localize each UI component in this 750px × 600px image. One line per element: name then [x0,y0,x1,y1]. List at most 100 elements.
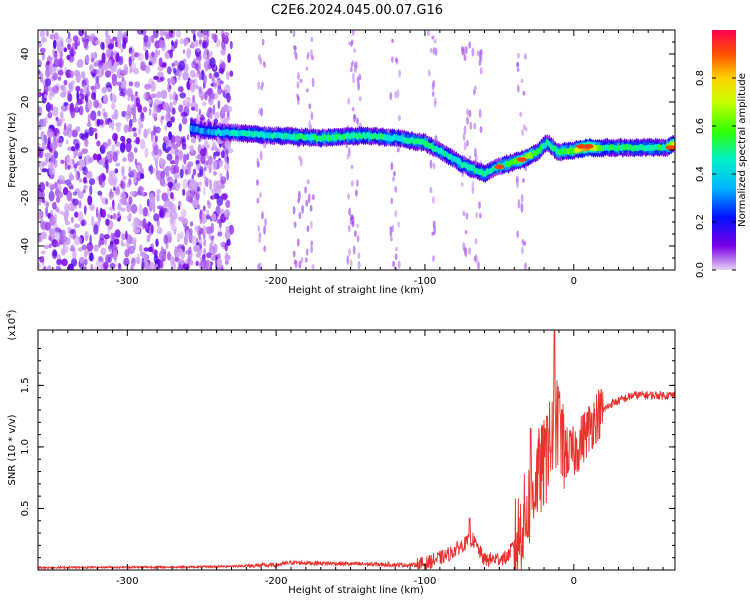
noise-speck [118,263,121,269]
noise-speck [349,259,353,269]
noise-speck [212,93,216,100]
noise-speck [101,52,106,63]
noise-speck [208,106,212,114]
noise-speck [201,213,208,224]
noise-speck [219,63,224,70]
noise-speck [134,158,138,165]
noise-speck [135,136,140,145]
noise-speck [58,210,64,215]
noise-speck [351,30,355,36]
noise-speck [175,39,179,45]
noise-speck [38,234,42,243]
noise-speck [150,81,156,92]
noise-speck [186,48,192,59]
noise-speck [196,30,204,38]
noise-speck [479,67,483,75]
noise-speck [144,223,149,232]
noise-speck [479,126,483,134]
noise-speck [304,257,308,263]
noise-speck [164,136,170,142]
noise-speck [206,30,210,38]
noise-speck [163,31,170,36]
noise-speck [208,72,213,79]
noise-speck [292,250,296,258]
noise-speck [197,204,201,210]
noise-speck [95,207,99,218]
noise-speck [90,264,94,270]
noise-speck [469,121,473,130]
noise-speck [389,229,393,237]
noise-speck [356,117,359,125]
noise-speck [181,116,188,125]
noise-speck [300,256,304,264]
noise-speck [186,134,190,141]
noise-speck [73,235,81,246]
noise-speck [198,225,201,232]
noise-speck [128,56,132,67]
noise-speck [116,263,119,268]
noise-speck [72,159,75,165]
noise-speck [478,50,482,60]
noise-speck [185,101,191,108]
noise-speck [217,100,221,109]
noise-speck [43,244,50,249]
noise-speck [211,33,215,39]
noise-speck [67,93,73,102]
noise-speck [296,238,300,247]
noise-speck [163,234,168,245]
noise-speck [121,200,128,206]
noise-speck [156,91,162,99]
noise-speck [181,138,185,144]
noise-speck [263,143,267,149]
noise-speck [429,47,433,54]
noise-speck [69,174,75,181]
noise-speck [110,65,115,74]
noise-speck [48,110,51,118]
noise-speck [304,186,307,194]
noise-speck [164,200,169,206]
noise-speck [45,102,52,112]
noise-speck [224,259,229,265]
noise-speck [81,148,88,155]
noise-speck [136,253,140,262]
x-tick-label: 0 [571,276,577,287]
noise-speck [56,132,60,142]
noise-speck [156,188,162,194]
noise-speck [45,181,49,187]
noise-speck [203,239,207,247]
noise-speck [53,150,59,159]
noise-speck [148,108,152,116]
noise-speck [397,221,400,228]
hot-spot [665,145,675,150]
noise-speck [87,157,94,164]
noise-speck [151,131,154,143]
noise-speck [192,168,197,176]
noise-speck [129,191,136,196]
noise-speck [169,101,173,109]
noise-speck [65,37,73,44]
noise-speck [171,78,176,86]
noise-speck [192,199,199,209]
noise-speck [67,43,71,50]
noise-speck [429,159,433,169]
noise-speck [174,145,178,154]
noise-speck [104,70,112,78]
noise-speck [49,33,56,40]
noise-speck [394,185,398,193]
noise-speck [38,262,41,269]
noise-speck [123,124,128,133]
noise-speck [174,93,178,102]
noise-speck [220,106,226,115]
noise-speck [39,72,44,83]
noise-speck [46,128,54,139]
noise-speck [73,148,77,159]
noise-speck [462,242,466,252]
noise-speck [310,111,314,121]
noise-speck [71,129,78,138]
colorbar-tick-label: 0.0 [695,262,706,278]
noise-speck [349,66,353,73]
noise-speck [175,69,182,77]
noise-speck [463,54,467,61]
noise-speck [140,251,145,257]
noise-speck [220,150,225,159]
